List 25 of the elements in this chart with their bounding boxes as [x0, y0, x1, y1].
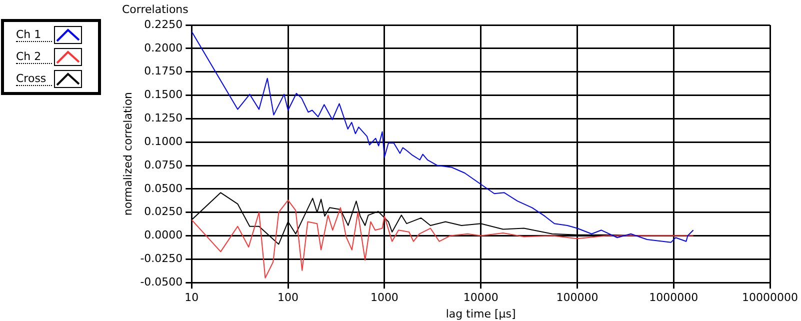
y-tick-label: 0.1250	[144, 112, 183, 125]
x-axis-title: lag time [µs]	[446, 307, 516, 320]
y-tick-label: 0.0000	[144, 228, 183, 242]
x-tick-label: 10000	[463, 291, 498, 304]
x-tick-label: 1000	[370, 291, 398, 304]
legend-label: Cross	[16, 72, 52, 86]
y-tick-label: 0.1000	[144, 134, 183, 148]
chart-title: Correlations	[122, 3, 188, 16]
y-tick-label: 0.2000	[144, 41, 183, 54]
legend-label: Ch 2	[16, 50, 52, 64]
legend-label: Ch 1	[16, 28, 52, 42]
y-tick-label: 0.2250	[144, 18, 183, 31]
x-tick-label: 10000000	[742, 291, 798, 304]
y-tick-label: 0.1750	[144, 64, 183, 78]
x-tick-label: 10	[184, 291, 199, 304]
y-axis-title: normalized correlation	[121, 92, 134, 216]
y-tick-label: 0.0500	[144, 182, 183, 195]
y-tick-label: 0.1500	[144, 88, 183, 102]
y-tick-label: -0.0250	[140, 252, 183, 266]
y-tick-label: 0.0250	[144, 205, 183, 218]
x-tick-label: 100	[278, 291, 299, 304]
y-tick-label: 0.0750	[144, 158, 183, 172]
y-tick-label: -0.0500	[140, 275, 183, 288]
x-tick-label: 100000	[556, 291, 598, 304]
x-tick-label: 1000000	[649, 291, 698, 304]
